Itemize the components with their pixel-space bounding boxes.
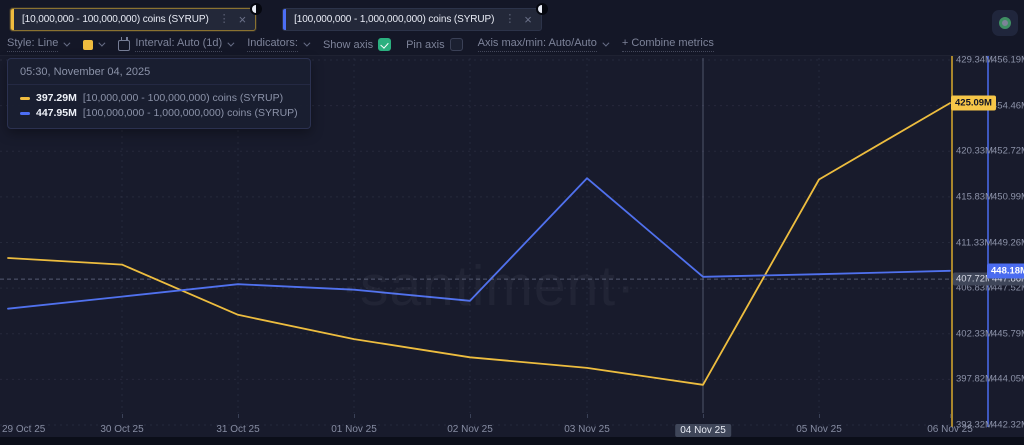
series-dash-icon xyxy=(20,96,30,100)
kebab-menu-icon[interactable]: ⋮ xyxy=(218,13,230,25)
show-axis-toggle[interactable]: Show axis xyxy=(323,38,392,51)
style-dropdown[interactable]: Style: Line xyxy=(7,37,71,52)
chart-toolbar: Style: Line Interval: Auto (1d) Indicato… xyxy=(7,37,714,52)
tooltip-label: [100,000,000 - 1,000,000,000) coins (SYR… xyxy=(82,107,298,119)
y-axis-tick-label: 450.99M xyxy=(992,191,1024,203)
x-axis-date-label: 06 Nov 25 xyxy=(927,424,973,435)
x-axis-date-label: 03 Nov 25 xyxy=(564,424,610,435)
close-icon[interactable]: × xyxy=(524,12,532,27)
x-axis-tick-mark xyxy=(587,414,588,418)
x-axis-date-label: 02 Nov 25 xyxy=(447,424,493,435)
metric-chips-row: [10,000,000 - 100,000,000) coins (SYRUP)… xyxy=(10,3,548,31)
chevron-down-icon xyxy=(602,39,610,47)
y-axis-tick-label: 449.26M xyxy=(992,237,1024,248)
x-axis-tick-mark xyxy=(470,414,471,418)
y-axis-tick-label: 456.19M xyxy=(992,54,1024,66)
tooltip-timestamp: 05:30, November 04, 2025 xyxy=(8,59,310,85)
metric-chip-label: [100,000,000 - 1,000,000,000) coins (SYR… xyxy=(294,14,495,25)
y-axis-tick-label: 445.79M xyxy=(992,328,1024,340)
show-axis-checkbox[interactable] xyxy=(378,38,392,51)
tooltip-row: 397.29M [10,000,000 - 100,000,000) coins… xyxy=(20,92,298,104)
y-axis-tick-label: 402.33M xyxy=(956,328,993,340)
last-value-badge: 448.18M xyxy=(987,263,1024,279)
series-line-yellow xyxy=(7,102,951,386)
tooltip-label: [10,000,000 - 100,000,000) coins (SYRUP) xyxy=(82,92,284,104)
y-axis-tick-label: 420.33M xyxy=(956,145,993,157)
chevron-down-icon xyxy=(98,39,106,47)
hover-tooltip: 05:30, November 04, 2025 397.29M [10,000… xyxy=(7,58,311,129)
close-icon[interactable]: × xyxy=(238,12,247,27)
last-value-badge: 425.09M xyxy=(951,95,996,111)
calendar-icon xyxy=(118,37,131,51)
y-axis-tick-label: 406.83M xyxy=(956,282,993,294)
chart-settings-button[interactable] xyxy=(992,10,1018,36)
indicators-dropdown[interactable]: Indicators: xyxy=(247,37,311,52)
half-circle-icon[interactable] xyxy=(535,3,548,15)
interval-dropdown[interactable]: Interval: Auto (1d) xyxy=(118,37,235,52)
pin-axis-toggle[interactable]: Pin axis xyxy=(406,38,463,51)
metric-chip-label: [10,000,000 - 100,000,000) coins (SYRUP) xyxy=(22,14,209,25)
y-axis-tick-label: 442.32M xyxy=(992,419,1024,431)
metric-chip-blue[interactable]: [100,000,000 - 1,000,000,000) coins (SYR… xyxy=(282,3,548,31)
y-axis-tick-label: 452.72M xyxy=(992,145,1024,157)
metric-color-bar xyxy=(11,9,14,30)
x-axis-date-label: 31 Oct 25 xyxy=(216,424,260,435)
y-axis-tick-label: 393.32M xyxy=(956,419,993,431)
series-line-blue xyxy=(7,177,951,310)
x-axis-tick-mark xyxy=(122,414,123,418)
tooltip-body: 397.29M [10,000,000 - 100,000,000) coins… xyxy=(8,85,310,128)
donut-icon xyxy=(999,17,1011,29)
half-circle-icon[interactable] xyxy=(250,3,263,15)
metric-chip-yellow[interactable]: [10,000,000 - 100,000,000) coins (SYRUP)… xyxy=(10,3,263,31)
kebab-menu-icon[interactable]: ⋮ xyxy=(504,13,516,25)
combine-metrics-button[interactable]: + Combine metrics xyxy=(621,37,714,52)
y-axis-tick-label: 411.33M xyxy=(956,237,993,248)
tooltip-row: 447.95M [100,000,000 - 1,000,000,000) co… xyxy=(20,107,298,119)
x-axis-tick-mark xyxy=(819,414,820,418)
x-axis-date-label: 29 Oct 25 xyxy=(2,424,46,435)
y-axis-tick-label: 454.46M xyxy=(992,100,1024,112)
x-axis-tick-mark xyxy=(950,414,951,418)
chevron-down-icon xyxy=(63,39,71,47)
pin-axis-checkbox[interactable] xyxy=(449,38,463,51)
bottom-strip xyxy=(0,437,1024,445)
y-axis-tick-label: 444.05M xyxy=(992,373,1024,385)
y-axis-tick-label: 397.82M xyxy=(956,373,993,385)
chart-canvas xyxy=(0,56,989,427)
x-axis-tick-mark xyxy=(703,414,704,418)
color-swatch xyxy=(83,39,94,50)
x-axis-date-label: 01 Nov 25 xyxy=(331,424,377,435)
x-axis-tick-mark xyxy=(354,414,355,418)
series-dash-icon xyxy=(20,111,30,115)
x-axis-tick-mark xyxy=(238,414,239,418)
chevron-down-icon xyxy=(227,39,235,47)
color-swatch-dropdown[interactable] xyxy=(83,39,106,50)
metric-color-bar xyxy=(283,9,287,30)
crosshair-value-label: 407.72M xyxy=(953,272,996,286)
x-axis-date-label: 30 Oct 25 xyxy=(100,424,144,435)
y-axis-tick-label: 415.83M xyxy=(956,191,993,203)
chevron-down-icon xyxy=(303,39,311,47)
tooltip-value: 447.95M xyxy=(36,107,77,119)
y-axis-tick-label: 447.52M xyxy=(992,282,1024,294)
axis-maxmin-dropdown[interactable]: Axis max/min: Auto/Auto xyxy=(477,37,610,52)
x-axis-date-label: 04 Nov 25 xyxy=(675,424,731,437)
tooltip-value: 397.29M xyxy=(36,92,77,104)
y-axis-tick-label: 429.34M xyxy=(956,54,993,66)
x-axis-date-label: 05 Nov 25 xyxy=(796,424,842,435)
